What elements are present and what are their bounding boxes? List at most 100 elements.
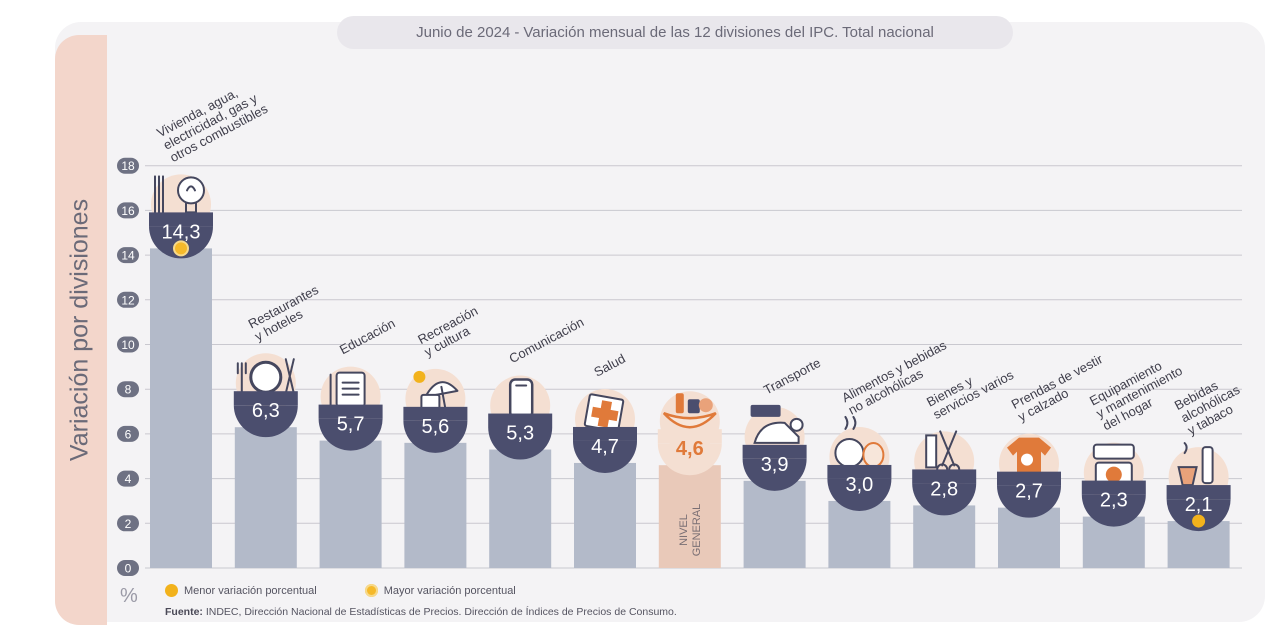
icon-part (284, 358, 295, 395)
bar-group: 5,7 Educación (318, 316, 398, 568)
bar (828, 500, 891, 568)
value-badge-top (488, 413, 553, 428)
value-badge-top (912, 469, 977, 484)
icon-part (675, 393, 684, 414)
bar (234, 427, 297, 568)
title-date: Junio de 2024 (416, 24, 511, 41)
icon-part (420, 393, 441, 410)
y-tick-bg (117, 381, 139, 398)
legend-min-label: Menor variación porcentual (184, 584, 317, 597)
icon-part (862, 441, 885, 468)
icon-part (789, 417, 804, 432)
bar (913, 505, 976, 568)
title-separator: - (514, 24, 520, 41)
category-label: Vivienda, agua,electricidad, gas yotros … (154, 76, 270, 165)
y-tick: 8 (117, 381, 139, 398)
value-label: 2,3 (1100, 490, 1128, 512)
bar-group: 3,9 Transporte (742, 355, 823, 568)
icon-part (662, 412, 717, 429)
value-badge-top (149, 212, 213, 227)
y-tick-bg (117, 470, 139, 487)
value-badge-top (742, 444, 807, 459)
value-badge-top (827, 464, 892, 479)
icon-part (698, 398, 713, 413)
icon-part (1201, 446, 1214, 485)
value-label: 5,3 (506, 423, 534, 445)
category-label: Bebidasalcohólicasy tabaco (1172, 369, 1249, 437)
general-bar-label-line: NIVEL (678, 514, 690, 546)
y-tick-label: 12 (121, 293, 135, 307)
value-label: 2,1 (1185, 494, 1213, 516)
value-badge-top (1166, 485, 1231, 500)
bar (150, 248, 212, 568)
y-tick: 0 (117, 560, 139, 576)
bar-group: NIVELGENERAL 4,6 (657, 391, 722, 568)
value-badge (997, 485, 1061, 518)
min-dot-icon (165, 584, 178, 597)
bar (574, 462, 636, 568)
value-badge-top (318, 404, 383, 419)
category-label: Educación (337, 316, 398, 358)
category-label: Transporte (761, 355, 823, 398)
bar-group: 5,6 Recreacióny cultura (403, 303, 480, 568)
y-tick-bg (117, 425, 139, 442)
y-tick-label: 8 (125, 383, 132, 397)
category-label: Salud (591, 351, 627, 380)
value-badge (403, 420, 468, 453)
y-tick-bg (117, 247, 139, 264)
category-label-line: Educación (337, 316, 398, 358)
y-tick: 12 (117, 291, 139, 308)
value-badge (1081, 494, 1146, 527)
value-label: 4,6 (676, 438, 704, 460)
y-tick-label: 18 (121, 159, 135, 173)
value-badge (657, 443, 722, 476)
bar (489, 449, 552, 568)
value-label: 3,9 (761, 454, 789, 476)
y-tick-bg (117, 157, 139, 174)
value-badge (912, 483, 977, 516)
y-tick: 18 (117, 157, 139, 174)
icon-part (939, 430, 958, 467)
value-badge (573, 440, 637, 473)
value-label: 3,0 (845, 474, 873, 496)
bar (743, 480, 806, 568)
icon-part (329, 373, 360, 408)
y-tick: 2 (117, 515, 139, 532)
icon-part (413, 370, 426, 383)
value-badge-top (573, 426, 637, 441)
icon-part (1021, 453, 1033, 466)
icon-part (591, 400, 619, 428)
bar (404, 442, 467, 568)
icon-part (1092, 443, 1135, 460)
category-label-line: Transporte (761, 355, 823, 398)
value-badge (742, 458, 807, 491)
y-tick-bg (117, 515, 139, 532)
icon-part (1183, 442, 1188, 455)
y-tick: 6 (117, 425, 139, 442)
bar-group: 5,3 Comunicación (488, 314, 586, 568)
y-tick-bg (117, 202, 139, 219)
y-tick-label: 14 (121, 249, 135, 263)
y-axis-band (55, 35, 107, 625)
y-tick-label: 4 (125, 472, 132, 486)
icon-part (177, 176, 205, 205)
y-tick-bg (117, 336, 139, 353)
bar-group: 2,1 Bebidasalcohólicasy tabaco (1166, 369, 1249, 568)
value-badge-top (657, 429, 722, 444)
icon-part (154, 175, 164, 218)
y-tick-label: 0 (125, 562, 132, 576)
icon-part (249, 360, 283, 394)
y-tick: 14 (117, 247, 139, 264)
value-badge-top (233, 391, 298, 406)
value-label: 2,7 (1015, 481, 1043, 503)
bar (658, 465, 721, 568)
max-marker (173, 240, 189, 257)
value-label: 14,3 (162, 221, 201, 243)
icon-part (1105, 466, 1122, 483)
value-label: 6,3 (252, 400, 280, 422)
y-tick: 4 (117, 470, 139, 487)
value-badge-top (997, 471, 1061, 486)
value-badge-top (1081, 480, 1146, 495)
value-badge (488, 427, 553, 460)
bar-group: 6,3 Restaurantesy hoteles (233, 282, 321, 568)
